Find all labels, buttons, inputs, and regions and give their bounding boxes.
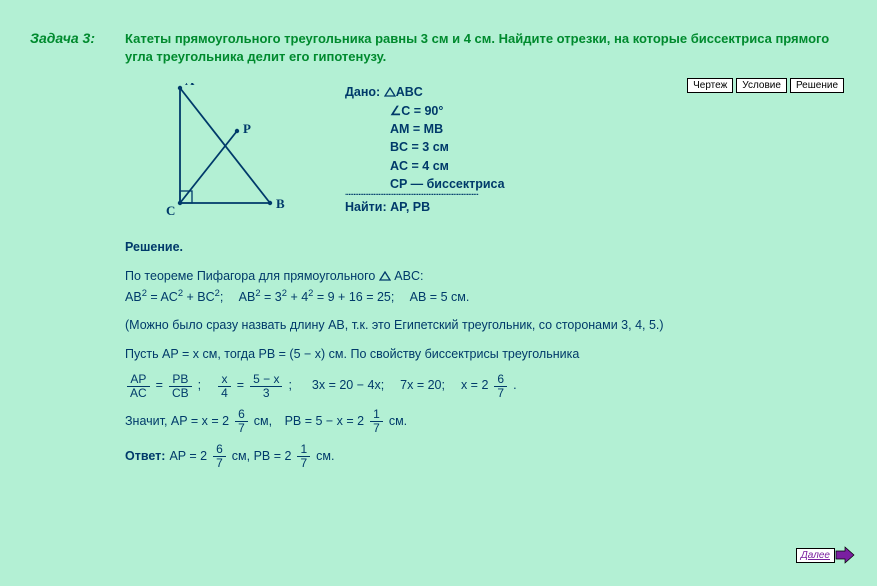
solution-eq1: APAC = PBCB ; x4 = 5 − x3 ; 3x = 20 − 4x… [125,373,847,399]
svg-text:P: P [243,121,251,136]
given-title: Дано: ABC [345,83,505,102]
view-buttons: Чертеж Условие Решение [687,78,844,93]
solution-title: Решение. [125,238,847,257]
given-am: AM = MB [345,120,505,138]
solution-p3: (Можно было сразу назвать длину AB, т.к.… [125,316,847,335]
solution-p6: Значит, AP = x = 2 67 см, PB = 5 − x = 2… [125,408,847,434]
given-ac: AC = 4 см [345,157,505,175]
next-button[interactable]: Далее [796,546,855,564]
task-text: Катеты прямоугольного треугольника равны… [125,30,847,65]
solution-p4: Пусть AP = x см, тогда PB = (5 − x) см. … [125,345,847,364]
solution-button[interactable]: Решение [790,78,844,93]
drawing-button[interactable]: Чертеж [687,78,733,93]
top-content: A B C P Дано: ABC ∠C = 90° AM = MB BC = 3 с… [125,83,847,226]
solution-answer: Ответ: AP = 2 67 см, PB = 2 17 см. [125,443,847,469]
given-bc: BC = 3 см [345,138,505,156]
svg-text:C: C [166,203,175,218]
page: Задача 3: Катеты прямоугольного треуголь… [0,0,877,586]
condition-button[interactable]: Условие [736,78,787,93]
arrow-right-icon [835,546,855,564]
svg-text:A: A [185,83,195,88]
given-find: Найти: AP, PB [345,198,505,216]
solution-p1: По теореме Пифагора для прямоугольного A… [125,267,847,307]
task-label: Задача 3: [30,30,125,46]
given-block: Дано: ABC ∠C = 90° AM = MB BC = 3 см AC … [345,83,505,226]
svg-text:B: B [276,196,285,211]
task-header: Задача 3: Катеты прямоугольного треуголь… [30,30,847,65]
solution-block: Решение. По теореме Пифагора для прямоуг… [125,238,847,469]
given-angle: ∠C = 90° [345,102,505,120]
triangle-diagram: A B C P [125,83,290,226]
